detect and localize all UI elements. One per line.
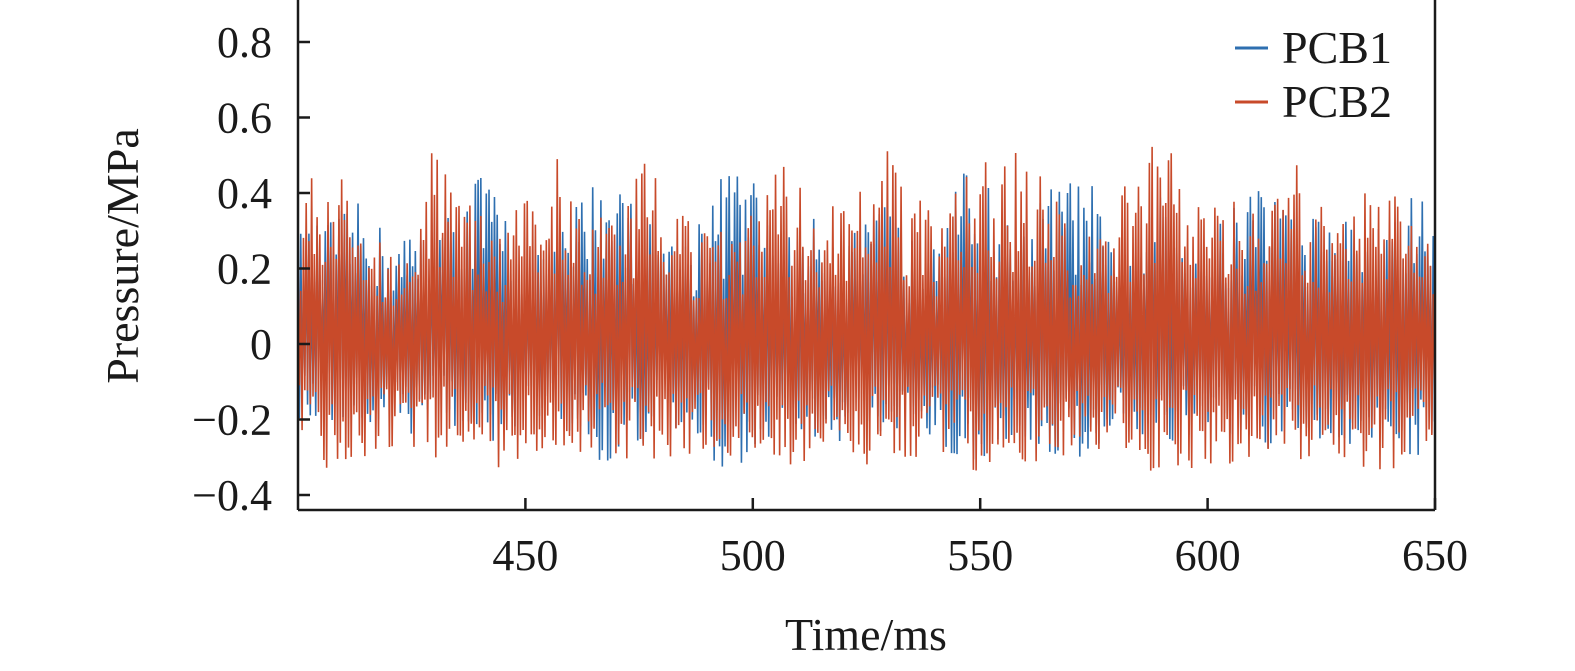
y-axis-ticks: 0.8 0.6 0.4 0.2 0 −0.2 −0.4 xyxy=(192,18,310,520)
x-tick-label: 450 xyxy=(492,531,558,580)
x-tick-label: 550 xyxy=(947,531,1013,580)
y-tick-label: 0.2 xyxy=(217,245,272,294)
y-tick-label: 0.8 xyxy=(217,18,272,67)
series-pcb2 xyxy=(298,146,1435,471)
series-line-pcb2 xyxy=(298,146,1435,471)
legend-item-pcb1: PCB1 xyxy=(1235,22,1392,73)
y-tick-label: 0.4 xyxy=(217,169,272,218)
x-tick-label: 500 xyxy=(720,531,786,580)
plot-frame xyxy=(296,0,1437,512)
x-axis-ticks: 450 500 550 600 650 xyxy=(492,498,1468,580)
x-tick-label: 650 xyxy=(1402,531,1468,580)
y-tick-label: 0.6 xyxy=(217,94,272,143)
y-tick-label: 0 xyxy=(250,320,272,369)
x-axis-title: Time/ms xyxy=(785,609,947,660)
y-axis-title: Pressure/MPa xyxy=(97,128,148,384)
legend-label: PCB2 xyxy=(1282,76,1392,127)
legend-item-pcb2: PCB2 xyxy=(1235,76,1392,127)
y-tick-label: −0.4 xyxy=(192,471,272,520)
y-tick-label: −0.2 xyxy=(192,396,272,445)
x-tick-label: 600 xyxy=(1175,531,1241,580)
legend-label: PCB1 xyxy=(1282,22,1392,73)
series-layer xyxy=(298,146,1435,471)
